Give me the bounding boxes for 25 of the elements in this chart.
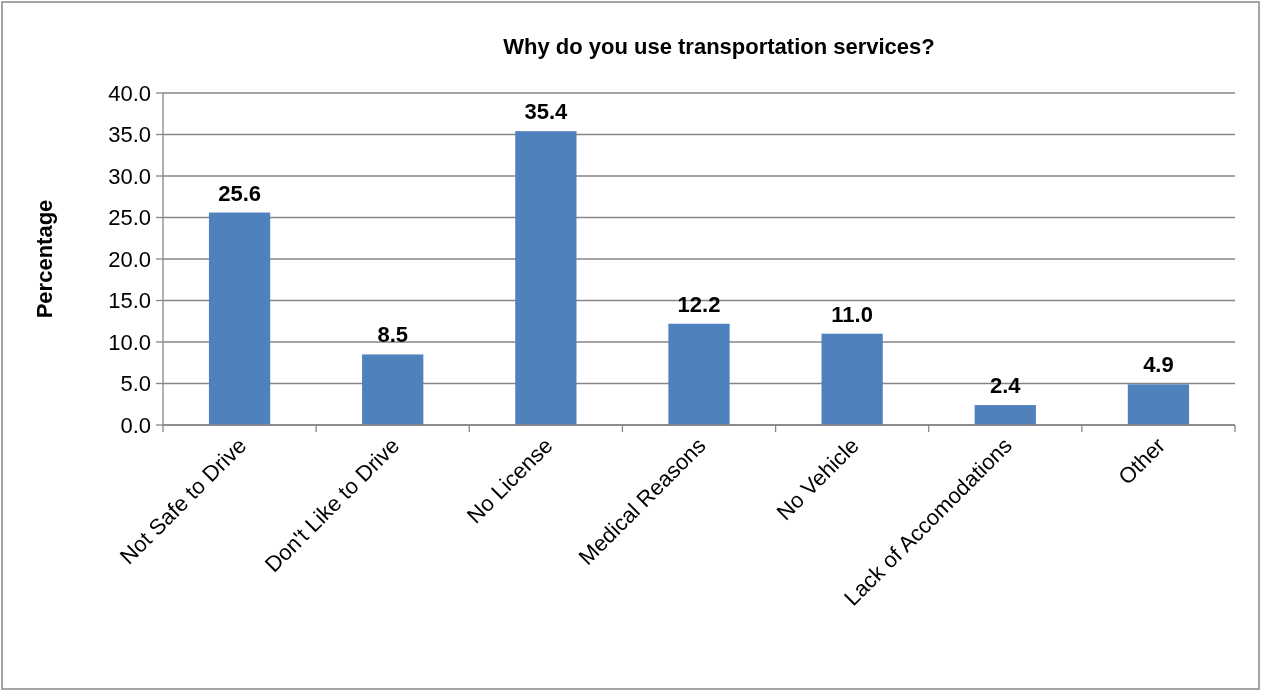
bar	[362, 354, 424, 425]
y-tick-label: 10.0	[108, 329, 151, 355]
bar	[821, 333, 883, 425]
data-label: 8.5	[377, 322, 409, 348]
y-tick-label: 15.0	[108, 288, 151, 314]
y-tick-label: 25.0	[108, 205, 151, 231]
y-tick-label: 20.0	[108, 246, 151, 272]
data-label: 11.0	[831, 301, 873, 327]
y-axis-title: Percentage	[32, 199, 57, 319]
bar	[515, 131, 577, 425]
y-tick-label: 0.0	[120, 412, 151, 438]
y-tick-label: 5.0	[120, 371, 151, 397]
bar	[668, 323, 730, 425]
bar	[208, 212, 271, 425]
y-tick-label: 35.0	[108, 122, 151, 148]
bar	[974, 405, 1036, 425]
data-label: 2.4	[989, 373, 1022, 399]
data-label: 12.2	[677, 291, 721, 317]
data-label: 35.4	[524, 99, 569, 125]
bar	[1127, 384, 1190, 425]
y-tick-label: 30.0	[108, 163, 151, 189]
y-tick-label: 40.0	[108, 80, 151, 106]
data-label: 4.9	[1143, 352, 1174, 378]
data-label: 25.6	[218, 180, 261, 206]
chart-title: Why do you use transportation services?	[503, 34, 935, 59]
